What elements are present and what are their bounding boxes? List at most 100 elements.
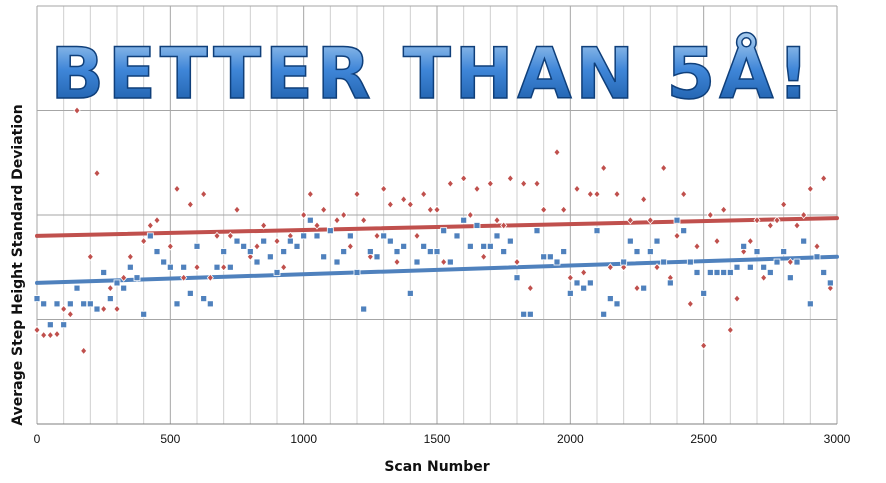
data-points bbox=[33, 106, 834, 355]
data-point-square bbox=[260, 237, 268, 245]
data-point-diamond bbox=[820, 174, 828, 183]
data-point-diamond bbox=[140, 237, 148, 246]
data-point-square bbox=[246, 248, 254, 255]
data-point-square bbox=[740, 242, 748, 250]
data-point-diamond bbox=[86, 252, 94, 261]
data-point-diamond bbox=[400, 195, 408, 204]
data-point-square bbox=[206, 300, 214, 308]
data-point-square bbox=[466, 242, 474, 250]
data-point-diamond bbox=[526, 284, 534, 293]
x-tick-label: 2000 bbox=[557, 432, 584, 446]
data-point-square bbox=[333, 258, 341, 266]
data-point-square bbox=[646, 248, 654, 255]
data-point-square bbox=[573, 279, 581, 287]
data-point-diamond bbox=[646, 216, 654, 225]
data-point-diamond bbox=[320, 205, 328, 214]
data-point-square bbox=[113, 279, 121, 287]
data-point-square bbox=[720, 269, 728, 276]
data-point-diamond bbox=[486, 179, 494, 188]
banner-text: BETTER THAN 5Å! bbox=[51, 33, 814, 115]
data-point-diamond bbox=[200, 189, 208, 199]
data-point-square bbox=[680, 227, 688, 235]
data-point-square bbox=[280, 248, 288, 255]
data-point-diamond bbox=[800, 210, 808, 220]
data-point-diamond bbox=[426, 205, 434, 214]
data-point-diamond bbox=[726, 325, 734, 335]
data-point-square bbox=[66, 300, 74, 308]
data-point-square bbox=[753, 248, 761, 255]
data-point-diamond bbox=[113, 304, 121, 314]
data-point-square bbox=[493, 232, 501, 240]
data-point-square bbox=[420, 242, 428, 250]
data-point-diamond bbox=[720, 205, 728, 214]
data-point-square bbox=[200, 295, 208, 303]
data-point-diamond bbox=[246, 252, 254, 261]
data-point-square bbox=[653, 237, 661, 245]
data-point-square bbox=[786, 274, 794, 282]
data-point-square bbox=[226, 263, 234, 271]
data-point-square bbox=[473, 222, 481, 229]
data-point-diamond bbox=[46, 331, 54, 340]
data-point-diamond bbox=[733, 294, 741, 303]
data-point-square bbox=[446, 258, 454, 266]
data-point-diamond bbox=[153, 216, 161, 225]
data-point-diamond bbox=[680, 189, 688, 199]
data-point-diamond bbox=[813, 242, 821, 251]
data-point-square bbox=[126, 263, 134, 271]
data-point-diamond bbox=[560, 205, 568, 214]
x-tick-labels: 0 500 1000 1500 2000 2500 3000 bbox=[34, 432, 851, 446]
data-point-diamond bbox=[306, 189, 314, 199]
data-point-diamond bbox=[573, 184, 581, 193]
data-point-diamond bbox=[73, 106, 81, 115]
data-point-diamond bbox=[640, 195, 648, 204]
data-point-diamond bbox=[806, 184, 814, 193]
data-point-diamond bbox=[346, 242, 354, 251]
data-point-diamond bbox=[473, 184, 481, 193]
data-point-square bbox=[820, 269, 828, 276]
data-point-diamond bbox=[673, 231, 681, 241]
x-tick-label: 2500 bbox=[690, 432, 717, 446]
data-point-diamond bbox=[433, 205, 441, 214]
data-point-square bbox=[426, 248, 434, 255]
data-point-diamond bbox=[373, 231, 381, 241]
data-point-square bbox=[153, 248, 161, 255]
x-tick-label: 1500 bbox=[424, 432, 451, 446]
data-point-diamond bbox=[393, 257, 401, 267]
data-point-square bbox=[586, 279, 594, 287]
data-point-square bbox=[780, 248, 788, 255]
data-point-diamond bbox=[500, 221, 508, 230]
data-point-square bbox=[540, 253, 548, 261]
data-point-square bbox=[620, 258, 628, 266]
data-point-diamond bbox=[693, 242, 701, 251]
trendline bbox=[35, 254, 839, 285]
data-point-diamond bbox=[686, 299, 694, 308]
data-point-diamond bbox=[513, 257, 521, 267]
data-point-square bbox=[673, 216, 681, 224]
data-point-square bbox=[166, 263, 174, 271]
data-point-diamond bbox=[93, 169, 101, 178]
x-tick-label: 500 bbox=[160, 432, 180, 446]
data-point-square bbox=[80, 300, 88, 308]
data-point-diamond bbox=[566, 273, 574, 282]
data-point-square bbox=[406, 289, 414, 297]
data-point-diamond bbox=[773, 216, 781, 225]
data-point-square bbox=[813, 253, 821, 261]
data-point-diamond bbox=[260, 221, 268, 230]
data-point-square bbox=[606, 295, 614, 303]
data-point-diamond bbox=[440, 257, 448, 267]
data-point-diamond bbox=[386, 200, 394, 209]
data-point-square bbox=[360, 305, 368, 313]
data-point-diamond bbox=[613, 189, 621, 199]
data-point-square bbox=[433, 248, 441, 255]
data-point-square bbox=[393, 248, 401, 255]
data-point-diamond bbox=[633, 284, 641, 293]
data-point-square bbox=[253, 258, 261, 266]
data-point-square bbox=[666, 279, 674, 287]
data-point-square bbox=[40, 300, 48, 308]
data-point-diamond bbox=[126, 252, 134, 261]
data-point-diamond bbox=[146, 221, 154, 230]
data-point-diamond bbox=[653, 263, 661, 272]
data-point-diamond bbox=[786, 257, 794, 267]
data-point-square bbox=[733, 263, 741, 271]
data-point-square bbox=[793, 258, 801, 266]
